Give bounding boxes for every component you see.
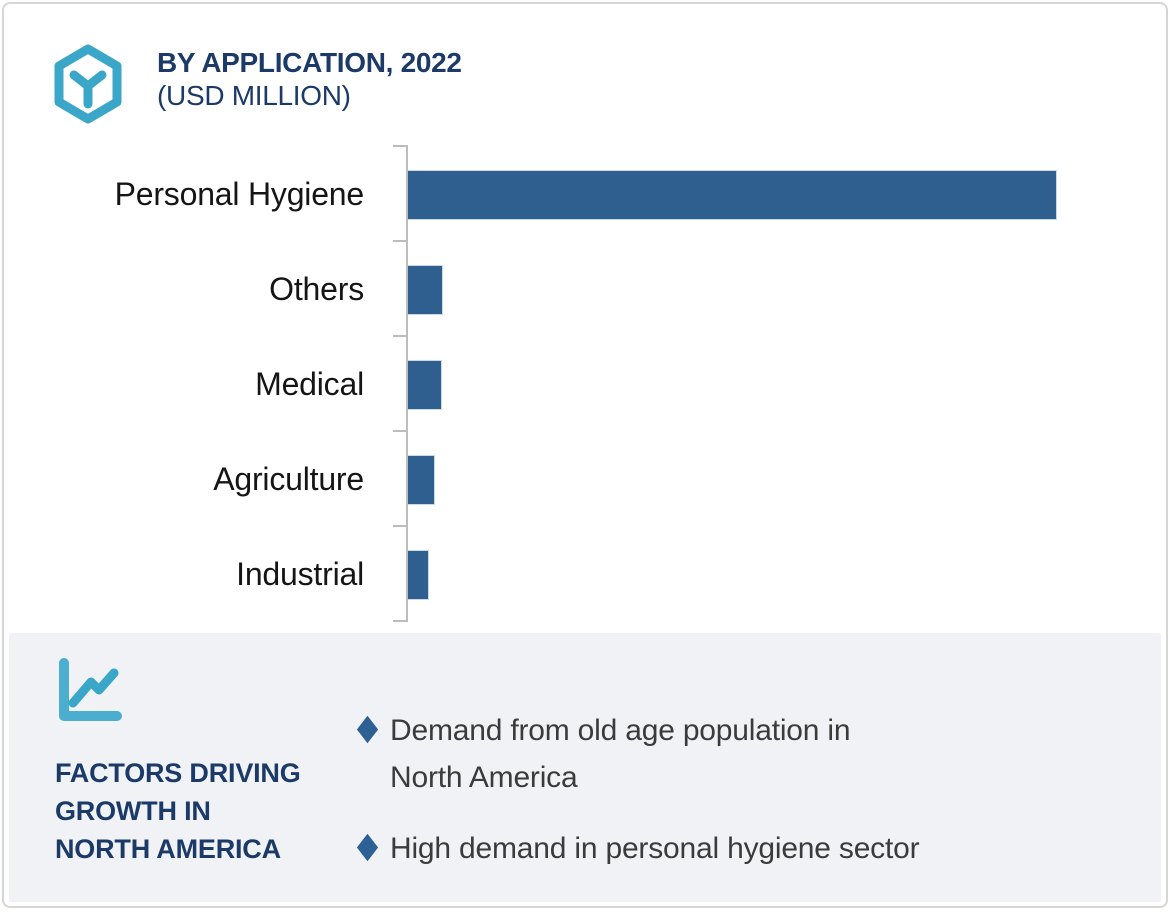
diamond-bullet-icon	[356, 833, 379, 862]
chart-row: Agriculture	[4, 432, 1166, 527]
bar-track	[408, 455, 1056, 504]
factors-heading: FACTORS DRIVING GROWTH IN NORTH AMERICA	[55, 758, 301, 864]
category-label: Industrial	[236, 556, 364, 592]
axis-tick	[393, 145, 406, 147]
bar-medical	[408, 360, 442, 409]
bullet-text: High demand in personal hygiene sector	[390, 832, 920, 865]
line-chart-icon	[53, 655, 127, 734]
bar-chart: Personal Hygiene Others Medical Agriculture…	[4, 145, 1166, 622]
chart-row: Medical	[4, 337, 1166, 432]
bar-track	[408, 550, 1056, 599]
axis-tick	[393, 240, 406, 242]
bar-track	[408, 170, 1056, 219]
bar-track	[408, 265, 1056, 314]
axis-tick	[393, 525, 406, 527]
chart-title-line1: BY APPLICATION, 2022	[157, 47, 462, 78]
axis-tick	[393, 430, 406, 432]
bar-track	[408, 360, 1056, 409]
factors-bullets: Demand from old age population in North …	[356, 707, 1097, 896]
chart-row: Industrial	[4, 527, 1166, 622]
category-label: Medical	[255, 366, 364, 402]
bullet-item: Demand from old age population in North …	[356, 707, 1097, 801]
chart-row: Others	[4, 242, 1166, 337]
axis-tick	[393, 335, 406, 337]
category-label: Personal Hygiene	[114, 176, 365, 212]
bullet-text: Demand from old age population in North …	[390, 714, 851, 794]
category-axis-line	[406, 145, 408, 622]
bar-others	[408, 265, 442, 314]
diamond-bullet-icon	[356, 715, 379, 744]
chart-rows: Personal Hygiene Others Medical Agriculture…	[4, 147, 1166, 622]
bar-industrial	[408, 550, 429, 599]
factors-panel: FACTORS DRIVING GROWTH IN NORTH AMERICA …	[9, 633, 1161, 902]
chart-title-line2: (USD MILLION)	[157, 80, 351, 111]
chart-row: Personal Hygiene	[4, 147, 1166, 242]
hexagon-cube-icon	[48, 42, 128, 131]
axis-tick	[393, 620, 406, 622]
category-label: Agriculture	[213, 461, 364, 497]
bar-agriculture	[408, 455, 434, 504]
bullet-item: High demand in personal hygiene sector	[356, 825, 1097, 872]
bar-personal-hygiene	[408, 170, 1056, 219]
category-label: Others	[269, 271, 364, 307]
chart-title: BY APPLICATION, 2022 (USD MILLION)	[157, 46, 462, 112]
